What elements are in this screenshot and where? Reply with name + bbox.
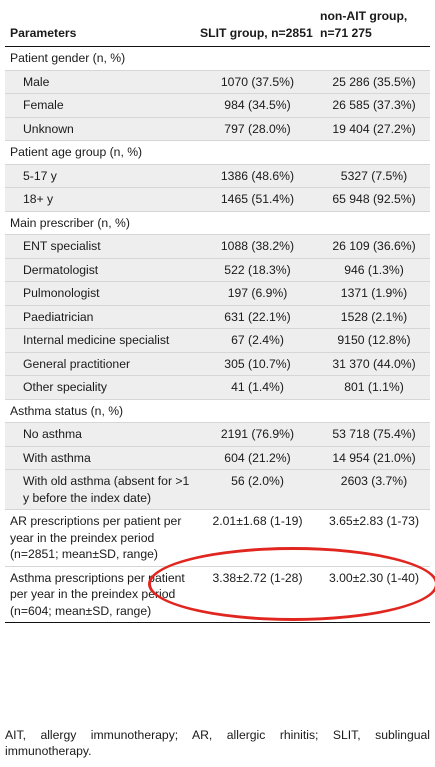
row-label: Patient gender (n, %) <box>5 46 197 71</box>
table-row: With old asthma (absent for >1 y before … <box>5 469 430 510</box>
non-ait-value <box>317 140 430 165</box>
slit-value <box>197 399 317 423</box>
table-row: 18+ y 1465 (51.4%) 65 948 (92.5%) <box>5 187 430 212</box>
row-label: Dermatologist <box>5 258 197 282</box>
non-ait-value: 5327 (7.5%) <box>317 164 430 188</box>
slit-value: 3.38±2.72 (1-28) <box>197 566 317 623</box>
row-label: Main prescriber (n, %) <box>5 211 197 235</box>
table-body: Patient gender (n, %) Male 1070 (37.5%) 25 … <box>5 46 430 623</box>
table-row: General practitioner 305 (10.7%) 31 370 (4… <box>5 352 430 376</box>
section-header-row: Patient gender (n, %) <box>5 46 430 71</box>
non-ait-value: 3.65±2.83 (1-73) <box>317 509 430 567</box>
slit-value: 67 (2.4%) <box>197 328 317 353</box>
table-row: Male 1070 (37.5%) 25 286 (35.5%) <box>5 70 430 94</box>
row-label: ENT specialist <box>5 234 197 259</box>
table-row: 5-17 y 1386 (48.6%) 5327 (7.5%) <box>5 164 430 188</box>
table-footnote: AIT, allergy immunotherapy; AR, allergic… <box>5 728 430 758</box>
table-row: Paediatrician 631 (22.1%) 1528 (2.1%) <box>5 305 430 329</box>
slit-value: 56 (2.0%) <box>197 469 317 510</box>
non-ait-value: 2603 (3.7%) <box>317 469 430 510</box>
slit-value <box>197 46 317 71</box>
non-ait-value: 65 948 (92.5%) <box>317 187 430 212</box>
table-row: Female 984 (34.5%) 26 585 (37.3%) <box>5 93 430 118</box>
row-label: With old asthma (absent for >1 y before … <box>5 469 197 510</box>
non-ait-value: 1371 (1.9%) <box>317 281 430 306</box>
table-row: AR prescriptions per patient per year in… <box>5 509 430 567</box>
table-row: Unknown 797 (28.0%) 19 404 (27.2%) <box>5 117 430 141</box>
non-ait-value: 26 109 (36.6%) <box>317 234 430 259</box>
row-label: Internal medicine specialist <box>5 328 197 353</box>
table-header: Parameters SLIT group, n=2851 non-AIT gr… <box>5 0 430 47</box>
row-label: Other speciality <box>5 375 197 400</box>
row-label: Asthma status (n, %) <box>5 399 197 423</box>
slit-value <box>197 211 317 235</box>
header-slit-group: SLIT group, n=2851 <box>197 0 317 47</box>
table-container: Parameters SLIT group, n=2851 non-AIT gr… <box>5 0 430 623</box>
slit-value: 522 (18.3%) <box>197 258 317 282</box>
non-ait-value: 26 585 (37.3%) <box>317 93 430 118</box>
table-row: With asthma 604 (21.2%) 14 954 (21.0%) <box>5 446 430 470</box>
non-ait-value: 53 718 (75.4%) <box>317 422 430 447</box>
slit-value: 984 (34.5%) <box>197 93 317 118</box>
non-ait-value <box>317 399 430 423</box>
row-label: No asthma <box>5 422 197 447</box>
non-ait-value: 946 (1.3%) <box>317 258 430 282</box>
row-label: 5-17 y <box>5 164 197 188</box>
non-ait-value: 801 (1.1%) <box>317 375 430 400</box>
table-row: Internal medicine specialist 67 (2.4%) 915… <box>5 328 430 353</box>
header-non-ait-group: non-AIT group, n=71 275 <box>317 0 430 47</box>
table-row: No asthma 2191 (76.9%) 53 718 (75.4%) <box>5 422 430 447</box>
table-row: Asthma prescriptions per patient per yea… <box>5 566 430 623</box>
table-row: Pulmonologist 197 (6.9%) 1371 (1.9%) <box>5 281 430 306</box>
table-row: Other speciality 41 (1.4%) 801 (1.1%) <box>5 375 430 400</box>
non-ait-value: 1528 (2.1%) <box>317 305 430 329</box>
section-header-row: Asthma status (n, %) <box>5 399 430 423</box>
row-label: Pulmonologist <box>5 281 197 306</box>
non-ait-value <box>317 46 430 71</box>
slit-value: 197 (6.9%) <box>197 281 317 306</box>
non-ait-value: 14 954 (21.0%) <box>317 446 430 470</box>
slit-value: 604 (21.2%) <box>197 446 317 470</box>
row-label: Unknown <box>5 117 197 141</box>
section-header-row: Main prescriber (n, %) <box>5 211 430 235</box>
slit-value: 1088 (38.2%) <box>197 234 317 259</box>
row-label: AR prescriptions per patient per year in… <box>5 509 197 567</box>
row-label: Asthma prescriptions per patient per yea… <box>5 566 197 623</box>
slit-value: 41 (1.4%) <box>197 375 317 400</box>
slit-value: 1465 (51.4%) <box>197 187 317 212</box>
row-label: Male <box>5 70 197 94</box>
row-label: General practitioner <box>5 352 197 376</box>
non-ait-value <box>317 211 430 235</box>
slit-value: 797 (28.0%) <box>197 117 317 141</box>
non-ait-value: 9150 (12.8%) <box>317 328 430 353</box>
slit-value: 305 (10.7%) <box>197 352 317 376</box>
row-label: Female <box>5 93 197 118</box>
non-ait-value: 3.00±2.30 (1-40) <box>317 566 430 623</box>
table-row: ENT specialist 1088 (38.2%) 26 109 (36.6%) <box>5 234 430 259</box>
table-row: Dermatologist 522 (18.3%) 946 (1.3%) <box>5 258 430 282</box>
slit-value: 1386 (48.6%) <box>197 164 317 188</box>
row-label: Paediatrician <box>5 305 197 329</box>
slit-value: 2.01±1.68 (1-19) <box>197 509 317 567</box>
non-ait-value: 31 370 (44.0%) <box>317 352 430 376</box>
row-label: Patient age group (n, %) <box>5 140 197 165</box>
section-header-row: Patient age group (n, %) <box>5 140 430 165</box>
slit-value: 631 (22.1%) <box>197 305 317 329</box>
header-parameters: Parameters <box>5 0 197 47</box>
slit-value <box>197 140 317 165</box>
non-ait-value: 25 286 (35.5%) <box>317 70 430 94</box>
slit-value: 1070 (37.5%) <box>197 70 317 94</box>
row-label: With asthma <box>5 446 197 470</box>
parameters-table: Parameters SLIT group, n=2851 non-AIT gr… <box>5 0 430 623</box>
row-label: 18+ y <box>5 187 197 212</box>
slit-value: 2191 (76.9%) <box>197 422 317 447</box>
non-ait-value: 19 404 (27.2%) <box>317 117 430 141</box>
